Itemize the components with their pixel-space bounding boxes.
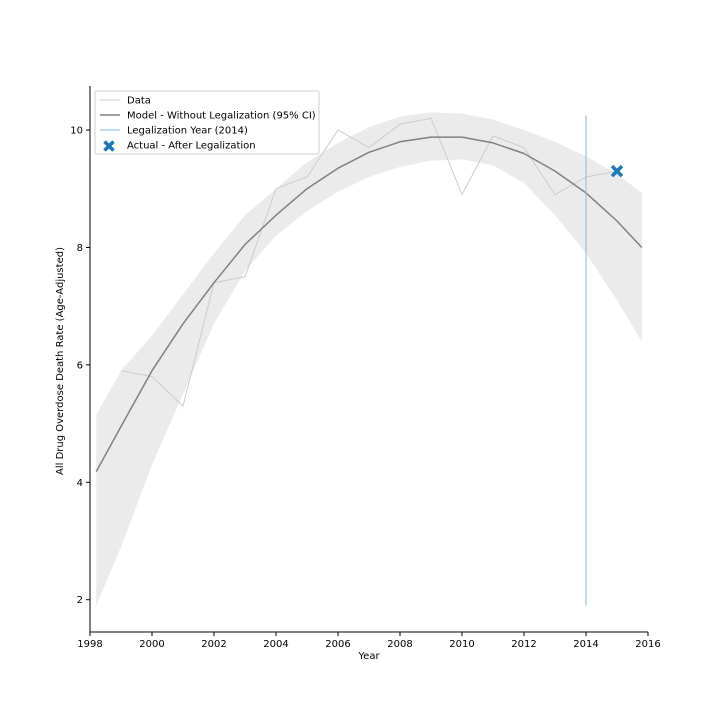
plot-area	[95, 112, 643, 606]
x-tick-label: 2006	[325, 639, 350, 650]
x-tick-label: 2000	[139, 639, 164, 650]
actual-point	[610, 164, 624, 178]
x-tick-label: 2004	[263, 639, 288, 650]
y-tick-label: 2	[77, 595, 83, 606]
data-series-line	[120, 117, 618, 407]
legend-entry-legalization: Legalization Year (2014)	[100, 126, 248, 137]
y-axis-ticks: 2 4 6 8 10	[70, 126, 90, 606]
legend-entry-actual: Actual - After Legalization	[103, 140, 256, 152]
legend-label-actual: Actual - After Legalization	[127, 141, 256, 152]
legend-label-data: Data	[127, 96, 151, 107]
x-tick-label: 2010	[449, 639, 474, 650]
axes: 1998 2000 2002 2004 2006 2008 2010 2012 2014 2016…	[55, 86, 661, 662]
x-tick-label: 2016	[635, 639, 660, 650]
legend-label-model: Model - Without Legalization (95% CI)	[127, 111, 316, 122]
model-series-line	[95, 136, 643, 473]
legend-label-legalization: Legalization Year (2014)	[127, 126, 248, 137]
legend: Data Model - Without Legalization (95% CI…	[94, 90, 320, 155]
x-tick-label: 1998	[77, 639, 102, 650]
y-tick-label: 6	[77, 360, 83, 371]
legend-entry-model: Model - Without Legalization (95% CI)	[100, 111, 316, 122]
x-axis-ticks: 1998 2000 2002 2004 2006 2008 2010 2012 2014 2016	[77, 632, 661, 650]
x-tick-label: 2002	[201, 639, 226, 650]
y-axis-label: All Drug Overdose Death Rate (Age-Adjust…	[55, 247, 66, 475]
legend-actual-marker	[103, 140, 115, 152]
legend-entries: Data Model - Without Legalization (95% CI…	[100, 96, 316, 152]
x-axis-label: Year	[357, 651, 380, 662]
y-tick-label: 4	[77, 478, 83, 489]
x-tick-label: 2014	[573, 639, 598, 650]
legend-entry-data: Data	[100, 96, 151, 107]
y-tick-label: 10	[70, 126, 83, 137]
x-tick-label: 2012	[511, 639, 536, 650]
legend-box	[94, 90, 320, 155]
actual-points-group	[610, 164, 624, 178]
y-tick-label: 8	[77, 243, 83, 254]
model-confidence-band	[96, 112, 642, 606]
x-tick-label: 2008	[387, 639, 412, 650]
